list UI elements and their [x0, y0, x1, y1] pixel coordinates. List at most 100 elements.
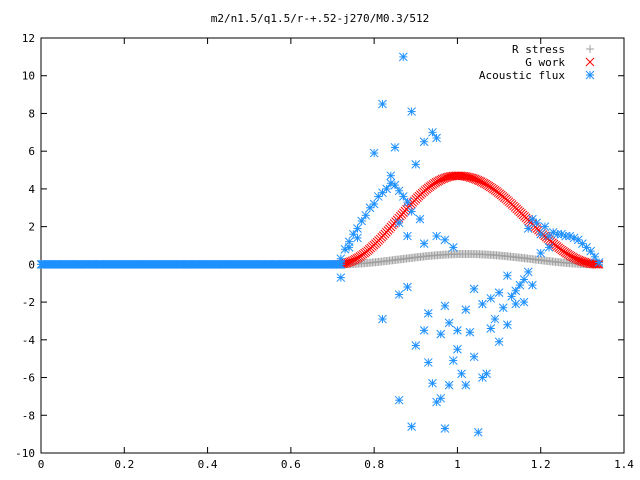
data-point-stroke — [574, 255, 584, 265]
data-point-stroke — [594, 258, 604, 267]
data-point — [423, 309, 433, 318]
data-point-stroke — [346, 257, 355, 266]
data-point-stroke — [548, 227, 558, 237]
data-point — [394, 186, 404, 196]
y-tick-label: 4 — [28, 183, 35, 196]
data-point — [469, 352, 479, 362]
data-point — [490, 314, 500, 324]
data-marks — [36, 52, 604, 437]
data-point — [411, 160, 421, 169]
data-point — [440, 424, 450, 433]
data-point — [336, 273, 346, 282]
data-point-stroke — [444, 318, 454, 328]
data-point — [586, 246, 596, 256]
data-point — [470, 174, 480, 184]
data-point — [453, 344, 462, 354]
data-point-stroke — [519, 275, 529, 284]
data-point-stroke — [403, 197, 412, 207]
data-point-stroke — [336, 273, 346, 282]
x-tick-label: 1.2 — [531, 458, 551, 471]
data-point-stroke — [340, 244, 350, 254]
data-point-stroke — [394, 218, 404, 228]
data-point — [528, 214, 537, 224]
data-point-stroke — [386, 171, 396, 181]
data-point-stroke — [448, 243, 458, 252]
y-tick-label: -8 — [22, 409, 35, 422]
data-point-stroke — [440, 235, 450, 245]
data-point — [343, 258, 352, 267]
data-point-stroke — [369, 199, 379, 209]
data-point — [569, 253, 579, 263]
data-point-stroke — [407, 107, 416, 116]
data-point — [398, 52, 408, 62]
data-point-stroke — [394, 186, 404, 196]
data-point-stroke — [523, 224, 533, 233]
data-point — [571, 254, 581, 263]
data-point — [378, 99, 387, 109]
data-point-stroke — [436, 329, 446, 339]
data-point-stroke — [394, 395, 404, 405]
data-point — [369, 148, 379, 158]
x-tick-label: 0.6 — [281, 458, 301, 471]
data-point — [519, 275, 529, 284]
data-point-stroke — [465, 173, 475, 182]
data-point — [494, 337, 504, 347]
data-point — [394, 218, 404, 228]
data-point-stroke — [453, 326, 462, 335]
data-point — [361, 210, 371, 220]
data-point-stroke — [586, 246, 596, 256]
data-point-stroke — [407, 207, 416, 216]
data-point-stroke — [576, 256, 585, 265]
data-point-stroke — [579, 257, 588, 267]
data-point — [448, 356, 458, 365]
data-point-stroke — [590, 252, 600, 262]
data-point — [465, 327, 475, 337]
data-point — [403, 282, 412, 292]
data-point — [486, 324, 496, 333]
legend-label: Acoustic flux — [479, 69, 565, 82]
data-point — [434, 176, 444, 185]
y-tick-label: -6 — [22, 372, 35, 385]
legend-marker — [585, 57, 595, 67]
data-point — [572, 254, 582, 264]
data-point-stroke — [467, 173, 477, 183]
data-point-stroke — [568, 252, 577, 262]
data-point-stroke — [475, 176, 484, 186]
data-point — [398, 192, 408, 201]
data-point-stroke — [419, 137, 429, 147]
data-point — [344, 243, 354, 252]
data-point-stroke — [440, 424, 450, 433]
data-point — [486, 293, 496, 303]
data-point — [473, 175, 483, 185]
data-point-stroke — [476, 177, 486, 187]
data-point-stroke — [344, 257, 354, 267]
data-point-stroke — [544, 243, 554, 252]
data-point — [403, 197, 412, 207]
data-point-stroke — [470, 174, 480, 184]
data-point — [544, 243, 554, 252]
data-point — [394, 290, 404, 299]
data-point-stroke — [473, 427, 483, 437]
data-point — [378, 314, 387, 324]
data-point — [465, 173, 475, 182]
data-point-stroke — [572, 254, 582, 264]
data-point-stroke — [478, 178, 487, 187]
x-tick-label: 0.4 — [198, 458, 218, 471]
data-point — [594, 258, 604, 267]
data-point — [478, 299, 487, 309]
data-point — [390, 143, 400, 152]
data-point-stroke — [415, 214, 425, 224]
data-point-stroke — [571, 254, 581, 263]
data-point-stroke — [464, 172, 473, 182]
y-tick-label: 6 — [28, 145, 35, 158]
y-tick-label: 10 — [22, 70, 35, 83]
data-point-stroke — [503, 320, 512, 330]
data-point — [369, 199, 379, 209]
data-point — [482, 369, 491, 379]
data-point — [590, 252, 600, 262]
data-point-stroke — [432, 231, 441, 241]
data-point-stroke — [390, 143, 400, 152]
series-acoustic-flux — [36, 52, 604, 437]
data-point-stroke — [394, 290, 404, 299]
data-point-stroke — [353, 233, 362, 243]
